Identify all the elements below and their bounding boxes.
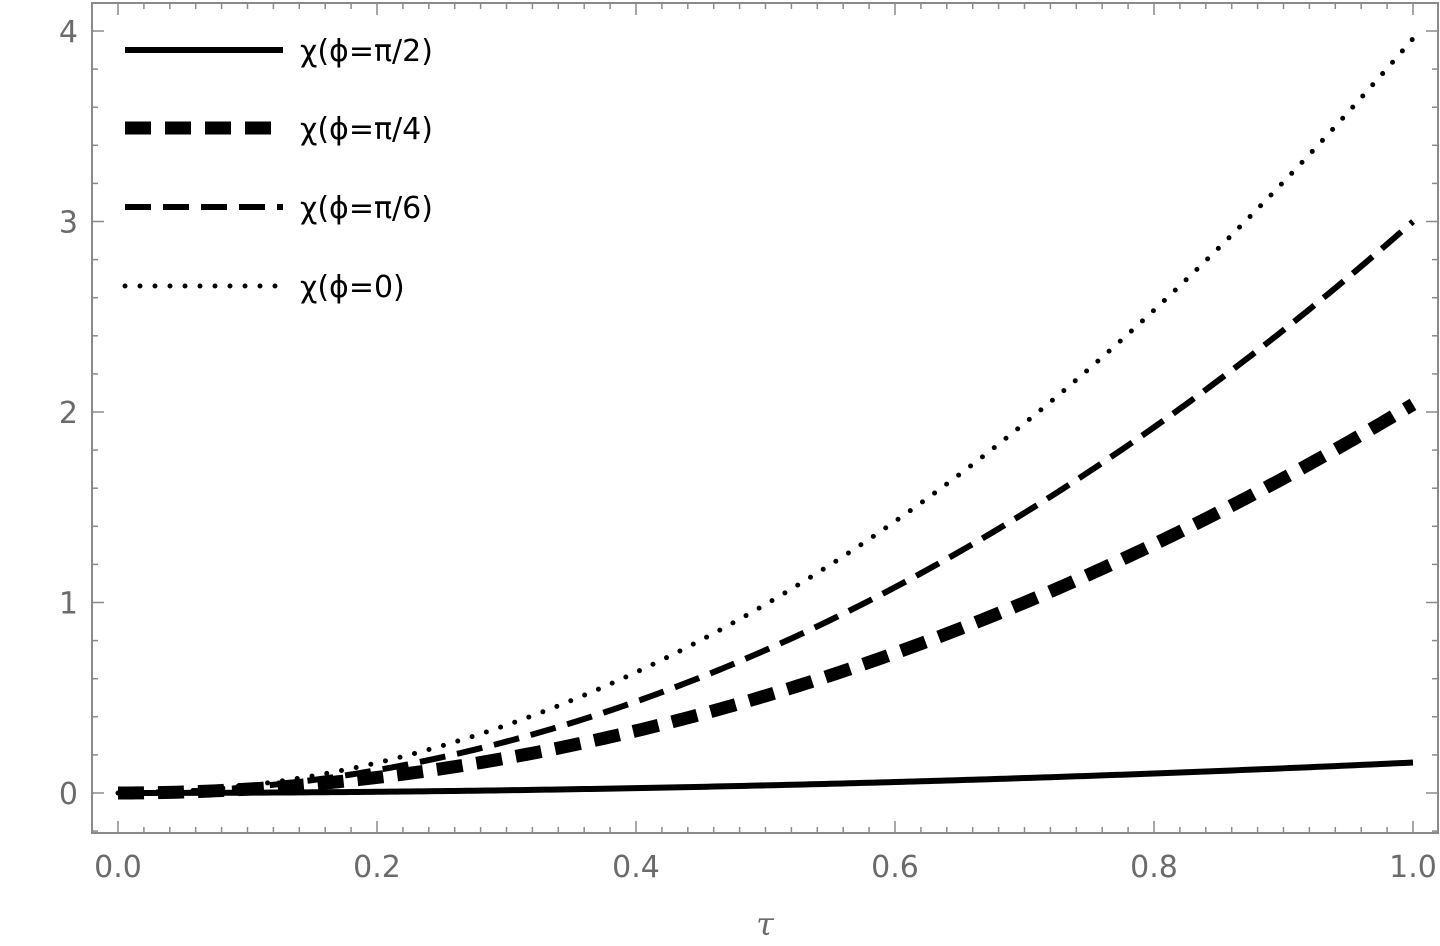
y-tick-label: 4 — [59, 15, 78, 50]
plot-frame — [91, 2, 1439, 834]
legend: χ(ϕ=π/2) χ(ϕ=π/4) χ(ϕ=π/6) χ(ϕ=0) — [122, 34, 433, 305]
legend-label-2: χ(ϕ=π/6) — [300, 191, 433, 226]
y-tick-label: 2 — [59, 396, 78, 431]
legend-label-1: χ(ϕ=π/4) — [300, 112, 433, 147]
x-axis-label: τ — [756, 905, 775, 943]
x-tick-label: 0.0 — [94, 850, 142, 885]
x-tick-label: 0.6 — [871, 850, 919, 885]
series-line-3 — [115, 36, 1416, 796]
series-group — [115, 36, 1417, 800]
legend-label-0: χ(ϕ=π/2) — [300, 34, 433, 69]
x-tick-label: 0.4 — [612, 850, 660, 885]
y-tick-label: 3 — [59, 206, 78, 241]
series-line-0 — [118, 759, 1414, 796]
x-tick-label: 0.8 — [1130, 850, 1178, 885]
legend-label-3: χ(ϕ=0) — [300, 270, 405, 305]
x-tick-label: 1.0 — [1389, 850, 1437, 885]
series-line-1 — [117, 398, 1417, 800]
x-tick-label: 0.2 — [353, 850, 401, 885]
y-tick-label: 1 — [59, 587, 78, 622]
axis-ticks: 0.0 0.2 0.4 0.6 0.8 1.0 0 1 2 3 4 — [59, 3, 1438, 885]
y-tick-label: 0 — [59, 777, 78, 812]
series-line-2 — [117, 219, 1415, 796]
